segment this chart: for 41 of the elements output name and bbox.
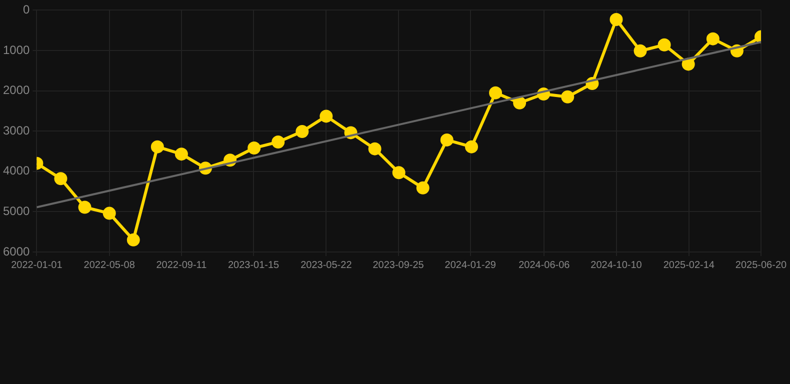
point bbox=[634, 44, 647, 58]
x-tick-label: 2023-05-22 bbox=[300, 260, 352, 271]
point bbox=[682, 58, 695, 71]
point bbox=[368, 142, 382, 156]
point bbox=[54, 172, 68, 186]
y-tick-label: 6000 bbox=[2, 244, 30, 258]
y-tick-label: 0 bbox=[23, 2, 30, 17]
x-tick-label: 2022-09-11 bbox=[156, 260, 208, 271]
x-tick-label: 2022-01-01 bbox=[11, 260, 63, 271]
x-tick-label: 2025-02-14 bbox=[663, 260, 715, 271]
point bbox=[465, 140, 478, 154]
point bbox=[561, 90, 574, 104]
y-tick-label: 4000 bbox=[2, 164, 30, 178]
point bbox=[706, 32, 720, 46]
x-tick-label: 2022-05-08 bbox=[84, 260, 136, 271]
y-tick-label: 2000 bbox=[2, 83, 30, 98]
point bbox=[126, 233, 140, 246]
point bbox=[174, 148, 188, 161]
x-tick-label: 2024-06-06 bbox=[518, 260, 570, 271]
point bbox=[150, 140, 164, 154]
point bbox=[416, 181, 430, 194]
x-tick-label: 2025-06-20 bbox=[735, 260, 788, 271]
x-tick-label: 2024-01-29 bbox=[444, 260, 496, 271]
x-tick-label: 2024-10-10 bbox=[590, 260, 642, 271]
point bbox=[440, 133, 454, 146]
y-tick-label: 3000 bbox=[2, 123, 30, 138]
point bbox=[610, 12, 623, 26]
point bbox=[513, 96, 526, 110]
x-tick-label: 2023-09-25 bbox=[372, 260, 424, 271]
point bbox=[392, 166, 406, 180]
point bbox=[272, 135, 285, 148]
point bbox=[296, 125, 309, 138]
y-tick-label: 5000 bbox=[2, 204, 30, 218]
point bbox=[320, 110, 333, 123]
point bbox=[489, 86, 502, 100]
x-tick-label: 2023-01-15 bbox=[228, 260, 280, 271]
point bbox=[658, 38, 671, 52]
point bbox=[78, 200, 92, 214]
y-tick-label: 1000 bbox=[2, 42, 30, 57]
point bbox=[248, 142, 261, 155]
point bbox=[102, 206, 116, 220]
